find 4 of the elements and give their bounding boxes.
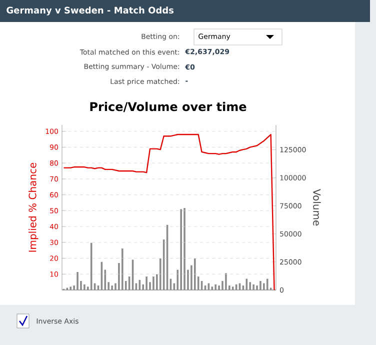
y2-axis-title: Volume <box>313 188 321 226</box>
y-axis-title: Implied % Chance <box>28 162 38 252</box>
text: Germany v Sweden - Match Odds <box>6 6 174 16</box>
chart-title: Price/Volume over time <box>90 102 246 112</box>
